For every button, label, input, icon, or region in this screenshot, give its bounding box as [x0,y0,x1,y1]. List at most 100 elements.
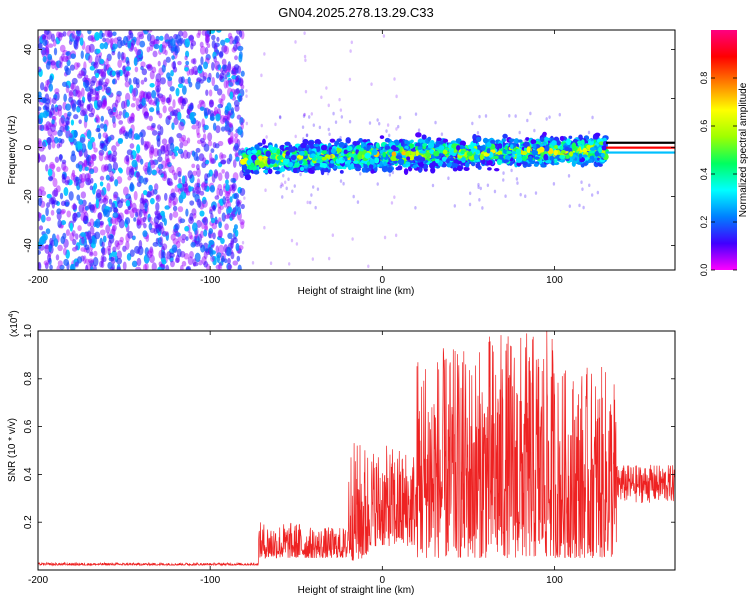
heatmap-cell [59,210,65,215]
spectrogram-y-label: Frequency (Hz) [7,116,18,185]
heatmap-cell [71,230,76,237]
heatmap-cell [181,134,187,142]
heatmap-cell [202,216,208,223]
heatmap-cell [388,133,391,138]
heatmap-cell [339,170,344,174]
heatmap-cell [46,202,51,208]
heatmap-cell [94,218,101,229]
heatmap-cell [59,61,63,69]
heatmap-cell [526,146,531,153]
heatmap-cell [49,163,56,169]
heatmap-cell [367,264,370,269]
heatmap-cell [125,92,131,102]
heatmap-cell [514,114,517,118]
heatmap-cell [229,136,234,143]
heatmap-cell [38,197,42,207]
heatmap-cell [182,139,189,147]
heatmap-cell [511,155,514,159]
heatmap-cell [425,152,431,158]
heatmap-cell [332,111,335,116]
heatmap-cell [45,164,49,172]
heatmap-cell [290,238,294,243]
heatmap-cell [587,130,591,135]
heatmap-cell [140,79,145,85]
heatmap-cell [330,154,333,159]
heatmap-cell [215,264,221,270]
heatmap-cell [73,114,79,120]
heatmap-cell [93,99,99,109]
heatmap-cell [293,211,297,215]
heatmap-cell [75,242,81,251]
heatmap-cell [340,115,344,119]
heatmap-cell [198,79,204,84]
heatmap-cell [84,114,89,123]
heatmap-cell [294,40,297,44]
heatmap-cell [38,249,41,256]
heatmap-cell [199,41,204,48]
heatmap-cell [80,178,86,183]
heatmap-cell [219,204,224,210]
heatmap-cell [218,188,224,197]
heatmap-cell [227,137,234,144]
heatmap-cell [57,219,62,228]
heatmap-cell [590,137,593,142]
heatmap-cell [219,152,224,160]
heatmap-cell [38,66,42,73]
heatmap-cell [103,42,109,50]
heatmap-cell [63,93,67,103]
heatmap-cell [225,69,230,76]
heatmap-cell [515,177,519,181]
heatmap-cell [177,148,184,155]
heatmap-cell [201,199,208,208]
heatmap-cell [502,133,508,139]
heatmap-cell [101,246,106,256]
heatmap-cell [292,167,298,174]
heatmap-cell [456,145,461,151]
heatmap-cell [62,232,67,240]
heatmap-cell [506,150,512,155]
heatmap-cell [590,193,594,197]
heatmap-cell [176,166,182,176]
heatmap-line [606,146,675,149]
heatmap-cell [540,163,547,168]
heatmap-cell [87,258,94,264]
heatmap-cell [97,85,103,91]
heatmap-cell [148,115,153,122]
heatmap-cell [99,229,106,236]
heatmap-cell [213,169,219,179]
heatmap-cell [76,62,81,68]
heatmap-cell [433,150,440,157]
heatmap-cell [359,147,364,152]
heatmap-cell [393,77,396,81]
heatmap-cell [384,137,391,143]
heatmap-cell [493,155,499,160]
heatmap-cell [584,162,587,167]
heatmap-cell [164,231,169,236]
heatmap-cell [191,124,197,130]
heatmap-cell [226,157,231,165]
heatmap-cell [486,148,491,154]
heatmap-cell [65,67,71,76]
heatmap-cell [98,30,104,39]
heatmap-cell [142,189,148,196]
spectrogram-heatmap [38,30,675,270]
heatmap-cell [533,156,540,160]
heatmap-cell [556,140,561,146]
heatmap-cell [87,35,94,41]
heatmap-cell [526,118,529,123]
heatmap-cell [116,242,121,251]
heatmap-cell [111,102,118,112]
heatmap-cell [162,170,167,179]
heatmap-cell [220,126,226,132]
heatmap-cell [89,168,95,175]
heatmap-cell [215,113,221,122]
heatmap-cell [57,244,63,252]
heatmap-cell [230,211,236,220]
heatmap-cell [89,266,94,270]
heatmap-cell [50,33,55,42]
heatmap-cell [342,181,345,186]
heatmap-cell [422,143,428,147]
heatmap-cell [320,144,328,151]
heatmap-cell [69,33,75,42]
heatmap-cell [38,212,42,219]
